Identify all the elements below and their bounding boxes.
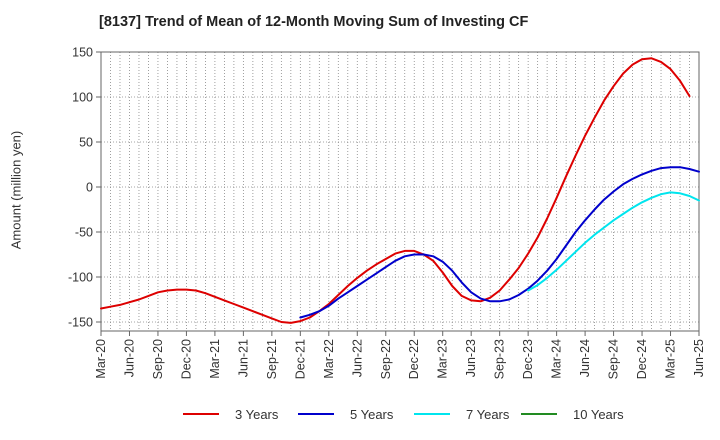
y-tick-label: 150 [72, 46, 93, 60]
x-tick-label: Jun-24 [578, 339, 592, 377]
plot-background [101, 52, 699, 331]
x-tick-label: Sep-20 [151, 339, 165, 379]
x-tick-label: Dec-22 [407, 339, 421, 379]
legend: 3 Years 5 Years 7 Years 10 Years [0, 400, 720, 428]
x-tick-label: Dec-20 [179, 339, 193, 379]
x-tick-label: Jun-21 [236, 339, 250, 377]
x-tick-label: Mar-20 [94, 339, 108, 379]
legend-item-10-years: 10 Years [521, 400, 624, 428]
x-tick-label: Mar-22 [322, 339, 336, 379]
x-tick-label: Mar-23 [436, 339, 450, 379]
series-line-3-years [100, 57, 691, 324]
x-tick-label: Sep-24 [607, 339, 621, 379]
legend-swatch [183, 413, 219, 415]
legend-label: 7 Years [466, 406, 510, 422]
x-tick-label: Dec-24 [635, 339, 649, 379]
legend-swatch [298, 413, 334, 415]
series-line-5-years [299, 166, 700, 319]
legend-label: 10 Years [573, 406, 624, 422]
y-tick-label: -100 [68, 271, 93, 285]
series-line-7-years [527, 191, 700, 292]
plot-frame [100, 51, 700, 332]
x-tick-label: Mar-21 [208, 339, 222, 379]
x-tick-label: Jun-25 [692, 339, 706, 377]
legend-item-5-years: 5 Years [298, 400, 393, 428]
legend-item-3-years: 3 Years [183, 400, 278, 428]
x-tick-label: Mar-25 [664, 339, 678, 379]
legend-swatch [521, 413, 557, 415]
x-tick-label: Jun-20 [122, 339, 136, 377]
x-tick-label: Mar-24 [550, 339, 564, 379]
x-tick-label: Sep-23 [493, 339, 507, 379]
legend-label: 5 Years [350, 406, 394, 422]
y-tick-label: 0 [86, 181, 93, 195]
x-tick-label: Dec-21 [293, 339, 307, 379]
y-tick-label: 50 [79, 136, 93, 150]
x-tick-label: Jun-23 [464, 339, 478, 377]
x-tick-label: Jun-22 [350, 339, 364, 377]
x-tick-label: Sep-22 [379, 339, 393, 379]
legend-label: 3 Years [235, 406, 279, 422]
x-tick-label: Dec-23 [521, 339, 535, 379]
y-tick-label: 100 [72, 91, 93, 105]
chart-title: [8137] Trend of Mean of 12-Month Moving … [99, 14, 529, 30]
legend-swatch [414, 413, 450, 415]
y-tick-label: -50 [75, 226, 93, 240]
x-tick-label: Sep-21 [265, 339, 279, 379]
y-tick-label: -150 [68, 316, 93, 330]
legend-item-7-years: 7 Years [414, 400, 509, 428]
